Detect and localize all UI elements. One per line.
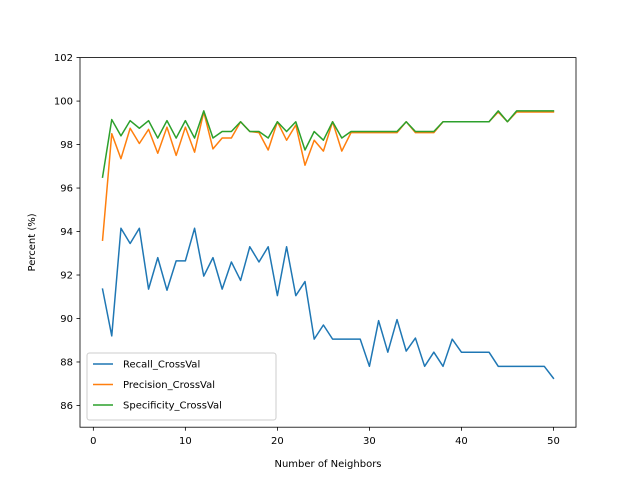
x-tick-label: 0	[90, 436, 96, 447]
x-tick-label: 30	[363, 436, 376, 447]
y-tick-label: 94	[60, 227, 73, 238]
series-line-3	[101, 110, 555, 179]
legend-label-2: Precision_CrossVal	[123, 380, 215, 391]
x-tick-label: 10	[179, 436, 192, 447]
y-tick-label: 88	[60, 358, 73, 369]
y-tick-label: 102	[54, 53, 73, 64]
x-tick-label: 20	[271, 436, 284, 447]
y-tick-label: 86	[60, 401, 73, 412]
x-axis-ticks: 0 10 20 30 40 50	[90, 427, 560, 447]
y-axis-ticks: 86 88 90 92 94 96 98 100 102	[54, 53, 80, 412]
y-tick-label: 92	[60, 271, 73, 282]
series-layer	[101, 110, 555, 380]
x-tick-label: 40	[455, 436, 468, 447]
y-tick-label: 100	[54, 97, 73, 108]
y-axis-label: Percent (%)	[27, 213, 38, 271]
x-tick-label: 50	[547, 436, 560, 447]
plot-frame	[79, 57, 577, 428]
y-tick-label: 98	[60, 140, 73, 151]
legend: Recall_CrossVal Precision_CrossVal Specifi…	[86, 352, 277, 421]
series-line-1	[101, 227, 555, 380]
legend-label-1: Recall_CrossVal	[123, 360, 200, 371]
legend-box	[86, 352, 277, 421]
y-tick-label: 96	[60, 184, 73, 195]
y-tick-label: 90	[60, 314, 73, 325]
legend-label-3: Specificity_CrossVal	[123, 401, 222, 412]
x-axis-label: Number of Neighbors	[274, 459, 381, 470]
